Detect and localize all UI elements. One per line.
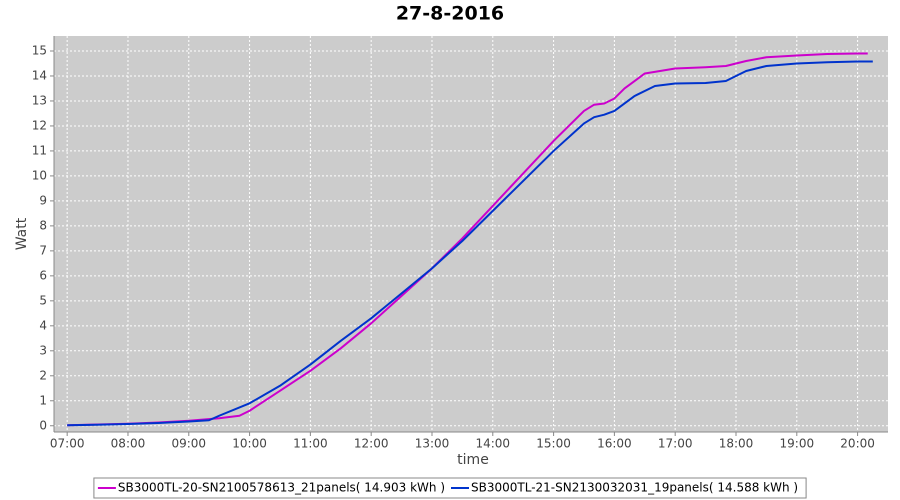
y-tick-label: 1	[39, 393, 47, 407]
y-tick-label: 7	[39, 243, 47, 257]
y-tick-label: 9	[39, 193, 47, 207]
y-tick-label: 0	[39, 418, 47, 432]
y-tick-label: 14	[32, 68, 47, 82]
y-tick-label: 3	[39, 343, 47, 357]
y-tick-label: 6	[39, 268, 47, 282]
series-line	[67, 60, 873, 427]
x-tick-label: 16:00	[597, 437, 632, 451]
series-line	[67, 52, 868, 427]
legend-box	[93, 477, 807, 499]
x-tick-label: 15:00	[536, 437, 571, 451]
y-tick-label: 2	[39, 368, 47, 382]
legend-entry: SB3000TL-21-SN2130032031_19panels( 14.58…	[471, 481, 798, 495]
x-tick-label: 19:00	[780, 437, 815, 451]
legend-entry: SB3000TL-20-SN2100578613_21panels( 14.90…	[118, 481, 445, 495]
y-tick-label: 13	[32, 93, 47, 107]
x-tick-label: 09:00	[171, 437, 206, 451]
x-tick-label: 20:00	[840, 437, 875, 451]
y-tick-label: 15	[32, 43, 47, 57]
y-tick-label: 8	[39, 218, 47, 232]
x-tick-label: 13:00	[415, 437, 450, 451]
x-tick-label: 17:00	[658, 437, 693, 451]
x-tick-label: 18:00	[719, 437, 754, 451]
x-tick-label: 08:00	[111, 437, 146, 451]
y-tick-label: 11	[32, 143, 47, 157]
y-tick-label: 12	[32, 118, 47, 132]
x-tick-label: 10:00	[232, 437, 267, 451]
y-tick-label: 5	[39, 293, 47, 307]
x-tick-label: 14:00	[475, 437, 510, 451]
chart-title: 27-8-2016	[396, 3, 504, 25]
y-tick-label: 10	[32, 168, 47, 182]
plot-area	[54, 36, 888, 432]
y-axis-label: Watt	[14, 217, 30, 250]
legend: SB3000TL-20-SN2100578613_21panels( 14.90…	[93, 477, 807, 499]
y-tick-label: 4	[39, 318, 47, 332]
x-axis-label: time	[457, 452, 489, 468]
x-tick-label: 07:00	[50, 437, 85, 451]
x-tick-label: 11:00	[293, 437, 328, 451]
x-tick-label: 12:00	[354, 437, 389, 451]
